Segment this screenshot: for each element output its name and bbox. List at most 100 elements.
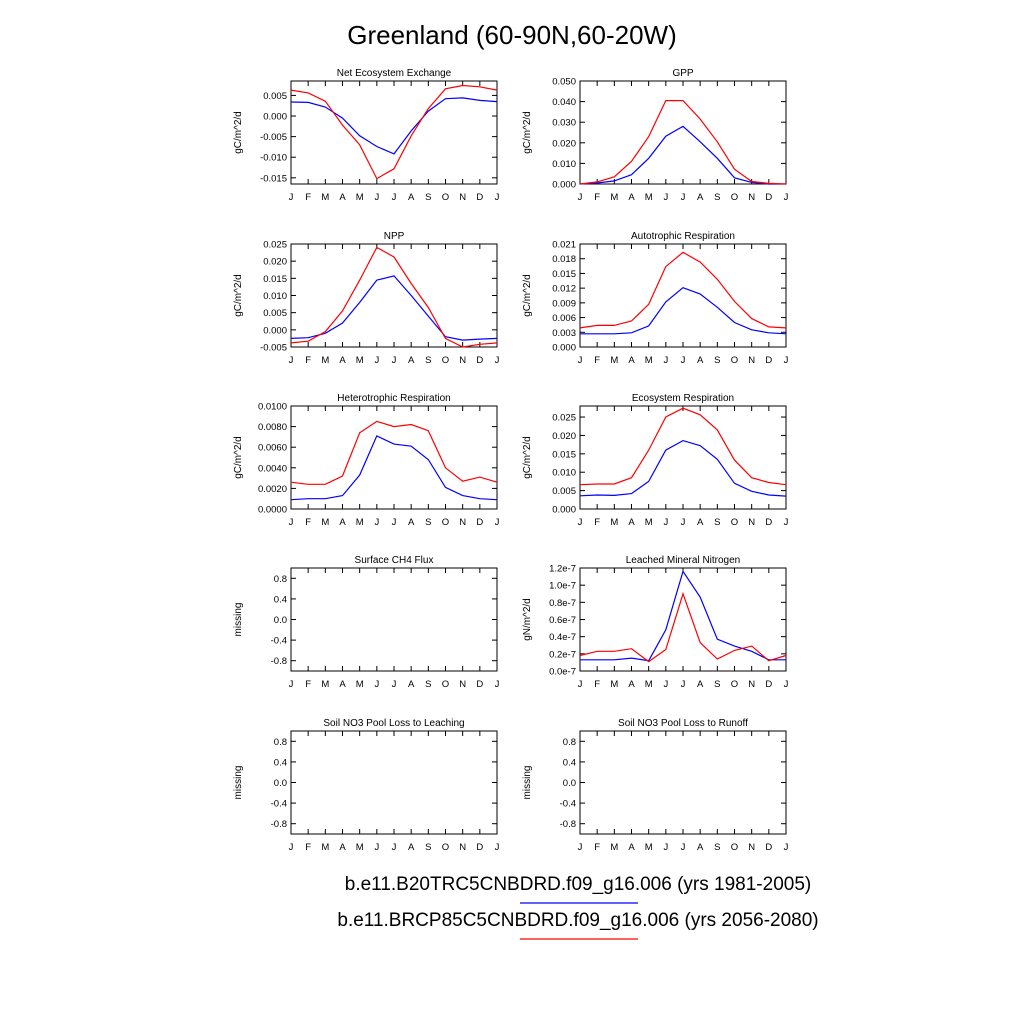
- x-tick-label: A: [408, 355, 415, 366]
- x-tick-label: D: [765, 679, 772, 690]
- y-tick-label: 0.8e-7: [549, 598, 576, 609]
- x-tick-label: J: [374, 517, 379, 528]
- x-tick-label: F: [305, 355, 311, 366]
- x-tick-label: N: [748, 842, 755, 853]
- series-line-blue: [579, 439, 787, 497]
- series-line-red: [579, 591, 787, 663]
- x-tick-label: J: [392, 192, 397, 203]
- x-tick-label: J: [374, 842, 379, 853]
- x-tick-label: J: [392, 679, 397, 690]
- x-tick-label: J: [681, 355, 686, 366]
- x-tick-label: O: [442, 192, 449, 203]
- y-tick-label: -0.4: [560, 799, 576, 810]
- x-tick-label: S: [714, 679, 720, 690]
- x-tick-label: S: [425, 679, 431, 690]
- y-tick-label: 0.005: [263, 308, 287, 319]
- y-tick-label: -0.4: [271, 799, 287, 810]
- y-axis-label: gC/m^2/d: [522, 111, 533, 154]
- x-tick-label: D: [765, 192, 772, 203]
- panel-title: Ecosystem Respiration: [632, 393, 734, 404]
- x-tick-label: J: [289, 679, 294, 690]
- y-tick-label: 0.018: [552, 254, 576, 265]
- x-tick-label: M: [610, 192, 618, 203]
- x-tick-label: M: [645, 517, 653, 528]
- y-tick-label: 0.8: [274, 737, 287, 748]
- series-line-red: [579, 99, 787, 185]
- x-tick-label: D: [476, 355, 483, 366]
- y-axis-label: missing: [522, 766, 533, 800]
- x-tick-label: N: [459, 842, 466, 853]
- y-tick-label: 0.4e-7: [549, 632, 576, 643]
- y-tick-label: 0.010: [552, 159, 576, 170]
- x-tick-label: A: [697, 355, 704, 366]
- panel-title: Net Ecosystem Exchange: [337, 68, 452, 79]
- y-axis-label: gC/m^2/d: [522, 274, 533, 317]
- y-tick-label: 1.0e-7: [549, 581, 576, 592]
- x-tick-label: A: [697, 842, 704, 853]
- x-tick-label: F: [594, 842, 600, 853]
- x-tick-label: F: [594, 192, 600, 203]
- y-tick-label: 0.020: [263, 257, 287, 268]
- series-line-blue: [290, 97, 498, 155]
- x-tick-label: N: [748, 517, 755, 528]
- y-tick-label: 0.0: [274, 615, 287, 626]
- x-tick-label: O: [731, 355, 738, 366]
- x-tick-label: M: [610, 679, 618, 690]
- x-tick-label: A: [628, 842, 635, 853]
- series-line-red: [290, 420, 498, 485]
- y-axis-label: gC/m^2/d: [522, 436, 533, 479]
- x-tick-label: O: [442, 679, 449, 690]
- y-tick-label: 0.000: [263, 325, 287, 336]
- x-tick-label: D: [765, 517, 772, 528]
- x-tick-label: J: [374, 679, 379, 690]
- x-tick-label: A: [408, 192, 415, 203]
- x-tick-label: J: [495, 842, 500, 853]
- y-tick-label: -0.8: [560, 819, 576, 830]
- x-tick-label: J: [374, 192, 379, 203]
- x-tick-label: J: [374, 355, 379, 366]
- x-tick-label: F: [594, 517, 600, 528]
- x-tick-label: M: [645, 679, 653, 690]
- x-tick-label: J: [663, 192, 668, 203]
- x-tick-label: J: [784, 517, 789, 528]
- x-tick-label: O: [442, 355, 449, 366]
- y-tick-label: -0.4: [271, 636, 287, 647]
- y-tick-label: 0.040: [552, 97, 576, 108]
- series-line-red: [290, 84, 498, 180]
- y-tick-label: 0.006: [552, 313, 576, 324]
- x-tick-label: S: [714, 355, 720, 366]
- x-tick-label: M: [645, 355, 653, 366]
- y-tick-label: 0.0040: [258, 463, 287, 474]
- x-tick-label: J: [578, 679, 583, 690]
- x-tick-label: N: [748, 355, 755, 366]
- y-tick-label: 0.000: [263, 112, 287, 123]
- x-tick-label: M: [356, 679, 364, 690]
- y-tick-label: 1.2e-7: [549, 564, 576, 575]
- x-tick-label: J: [392, 355, 397, 366]
- series-line-blue: [290, 435, 498, 501]
- x-tick-label: N: [748, 192, 755, 203]
- x-tick-label: M: [356, 355, 364, 366]
- x-tick-label: J: [681, 517, 686, 528]
- y-tick-label: 0.015: [263, 274, 287, 285]
- x-tick-label: O: [731, 679, 738, 690]
- x-tick-label: J: [578, 355, 583, 366]
- y-tick-label: -0.015: [260, 173, 287, 184]
- y-tick-label: 0.6e-7: [549, 615, 576, 626]
- x-tick-label: F: [305, 192, 311, 203]
- panel-title: Leached Mineral Nitrogen: [626, 555, 741, 566]
- x-tick-label: N: [459, 355, 466, 366]
- x-tick-label: M: [610, 355, 618, 366]
- x-tick-label: A: [339, 679, 346, 690]
- y-tick-label: 0.0060: [258, 443, 287, 454]
- legend-label-1: b.e11.B20TRC5CNBDRD.f09_g16.006 (yrs 198…: [345, 874, 811, 895]
- x-tick-label: S: [425, 192, 431, 203]
- series-line-blue: [579, 125, 786, 185]
- y-tick-label: 0.0100: [258, 402, 287, 413]
